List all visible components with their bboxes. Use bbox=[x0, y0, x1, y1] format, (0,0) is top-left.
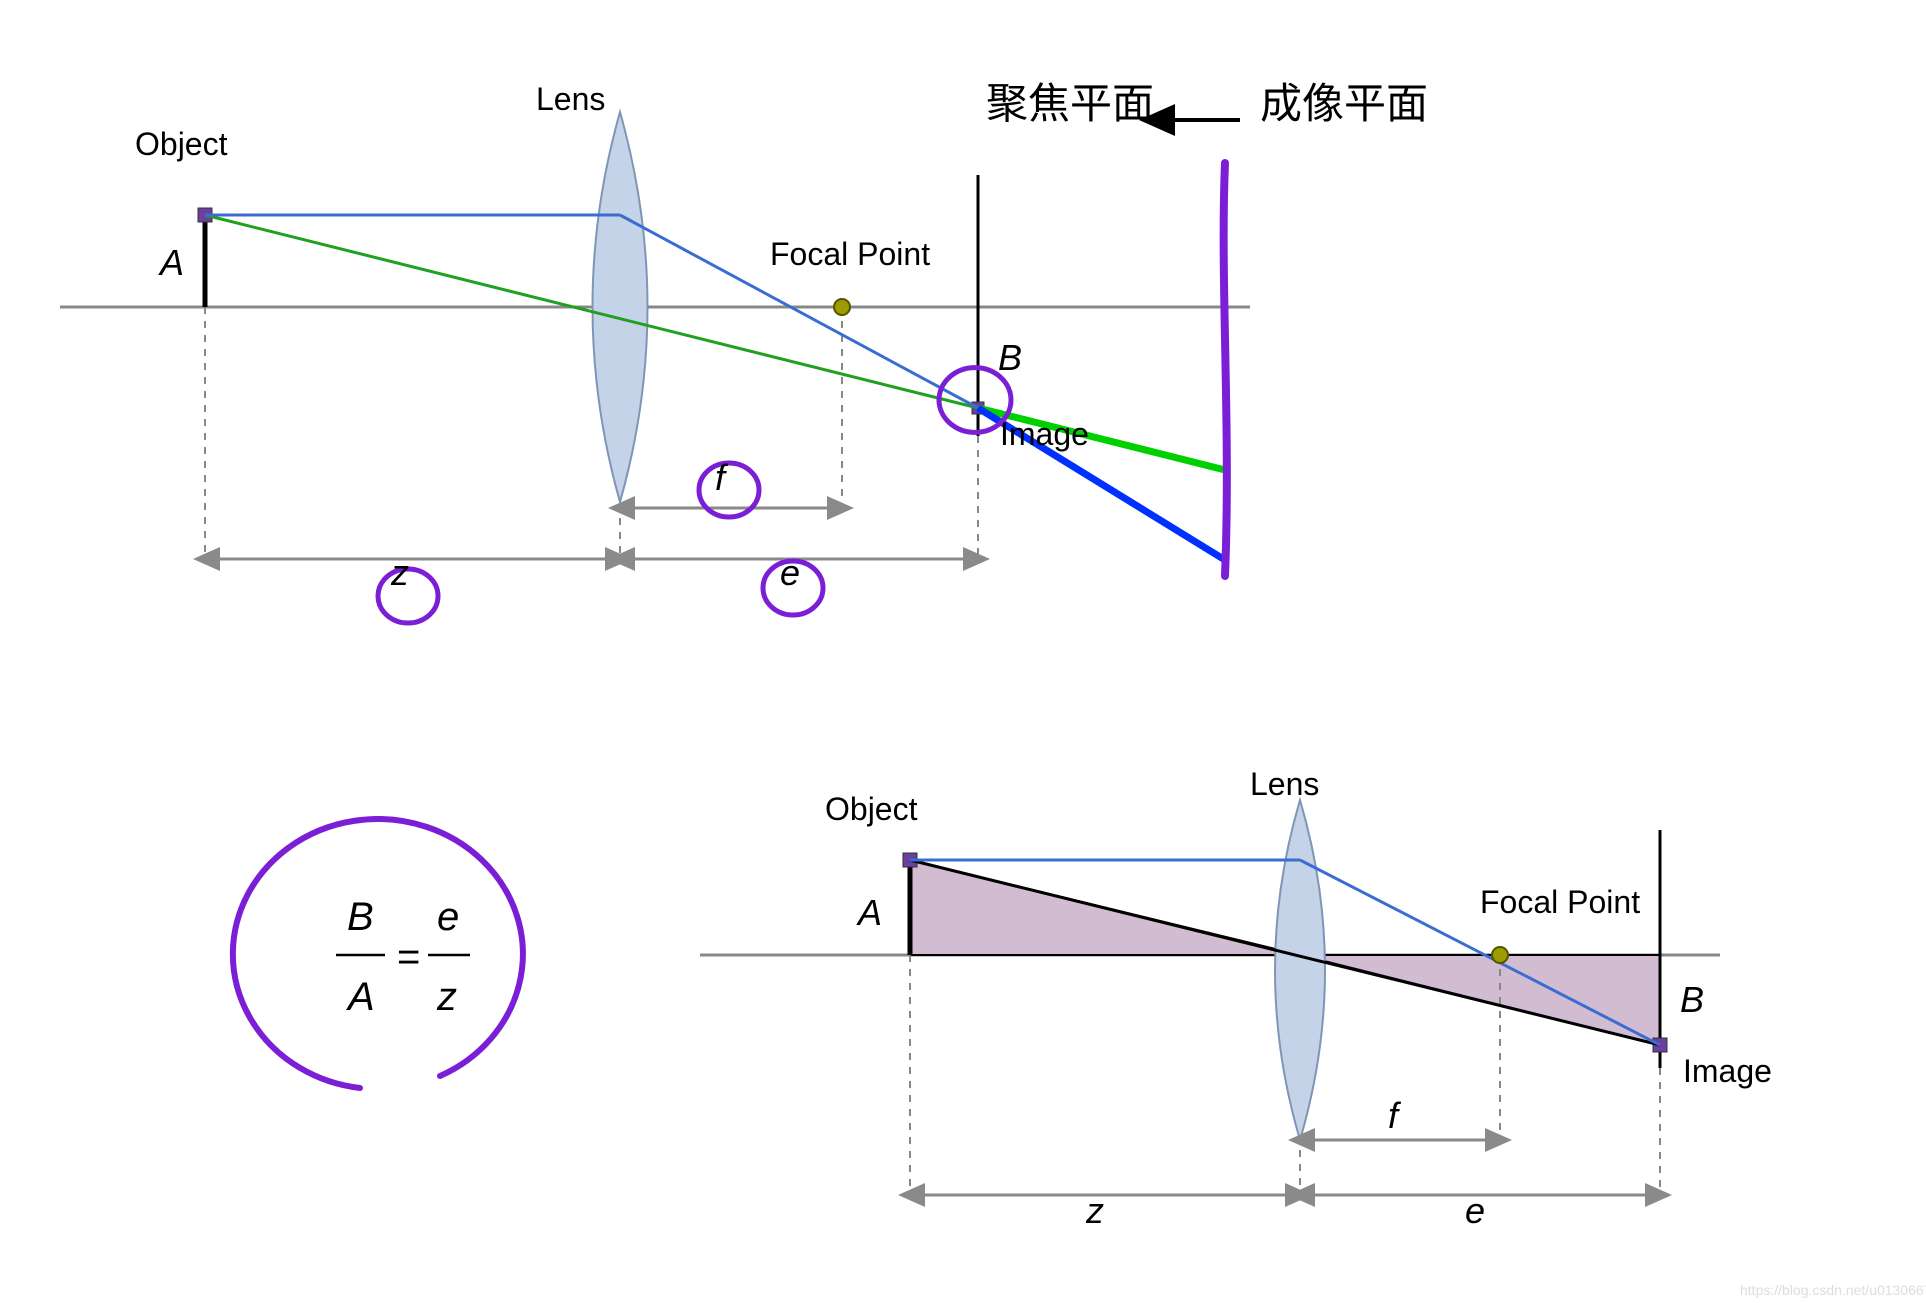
label-object: Object bbox=[825, 791, 918, 827]
watermark: https://blog.csdn.net/u013066730 bbox=[1740, 1282, 1926, 1298]
image-plane-annot bbox=[1224, 163, 1227, 576]
label-lens: Lens bbox=[536, 81, 605, 117]
label-lens: Lens bbox=[1250, 766, 1319, 802]
label-z: z bbox=[390, 552, 409, 593]
label-focus-plane-cn: 聚焦平面 bbox=[986, 80, 1154, 127]
lens bbox=[593, 112, 648, 502]
label-image: Image bbox=[1000, 416, 1089, 452]
eq-z: z bbox=[436, 975, 457, 1019]
eq-B: B bbox=[347, 895, 374, 939]
label-z: z bbox=[1085, 1190, 1104, 1231]
label-e: e bbox=[780, 552, 800, 593]
label-B: B bbox=[1680, 979, 1704, 1020]
label-B: B bbox=[998, 337, 1022, 378]
equation-circle bbox=[233, 819, 523, 1088]
diagram-canvas: ObjectLensFocal PointImageABzef聚焦平面成像平面O… bbox=[0, 0, 1926, 1303]
label-focal: Focal Point bbox=[1480, 884, 1640, 920]
diagram-svg: ObjectLensFocal PointImageABzef聚焦平面成像平面O… bbox=[0, 0, 1926, 1303]
label-A: A bbox=[158, 242, 184, 283]
focal-point bbox=[834, 299, 850, 315]
label-f: f bbox=[1388, 1095, 1402, 1136]
label-A: A bbox=[856, 892, 882, 933]
lens bbox=[1275, 800, 1325, 1140]
label-image-plane-cn: 成像平面 bbox=[1260, 80, 1428, 127]
label-object: Object bbox=[135, 126, 228, 162]
eq-A: A bbox=[346, 975, 375, 1019]
eq-e: e bbox=[437, 895, 459, 939]
label-focal: Focal Point bbox=[770, 236, 930, 272]
label-e: e bbox=[1465, 1190, 1485, 1231]
label-image: Image bbox=[1683, 1053, 1772, 1089]
eq-equals: = bbox=[397, 935, 420, 979]
